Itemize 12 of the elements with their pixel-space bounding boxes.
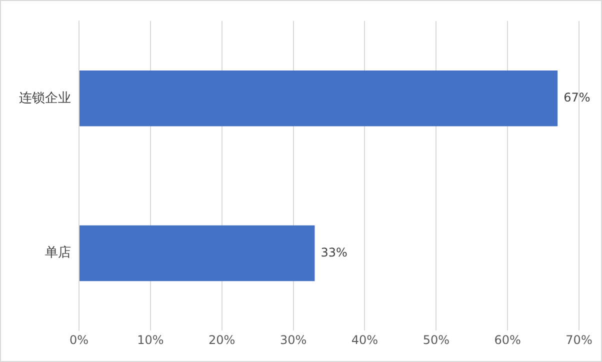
x-tick-label: 10%: [137, 332, 164, 347]
data-label: 67%: [564, 90, 590, 105]
x-tick-label: 40%: [351, 332, 378, 347]
x-tick-label: 50%: [422, 332, 450, 347]
x-tick-label: 60%: [494, 332, 521, 347]
x-tick-label: 0%: [69, 332, 89, 347]
data-label: 33%: [320, 245, 348, 260]
x-tick-label: 30%: [280, 332, 307, 347]
x-tick-label: 20%: [208, 332, 236, 347]
y-tick-label: 单店: [45, 244, 71, 261]
x-tick-label: 70%: [566, 332, 592, 347]
y-tick-label: 连锁企业: [19, 90, 71, 106]
